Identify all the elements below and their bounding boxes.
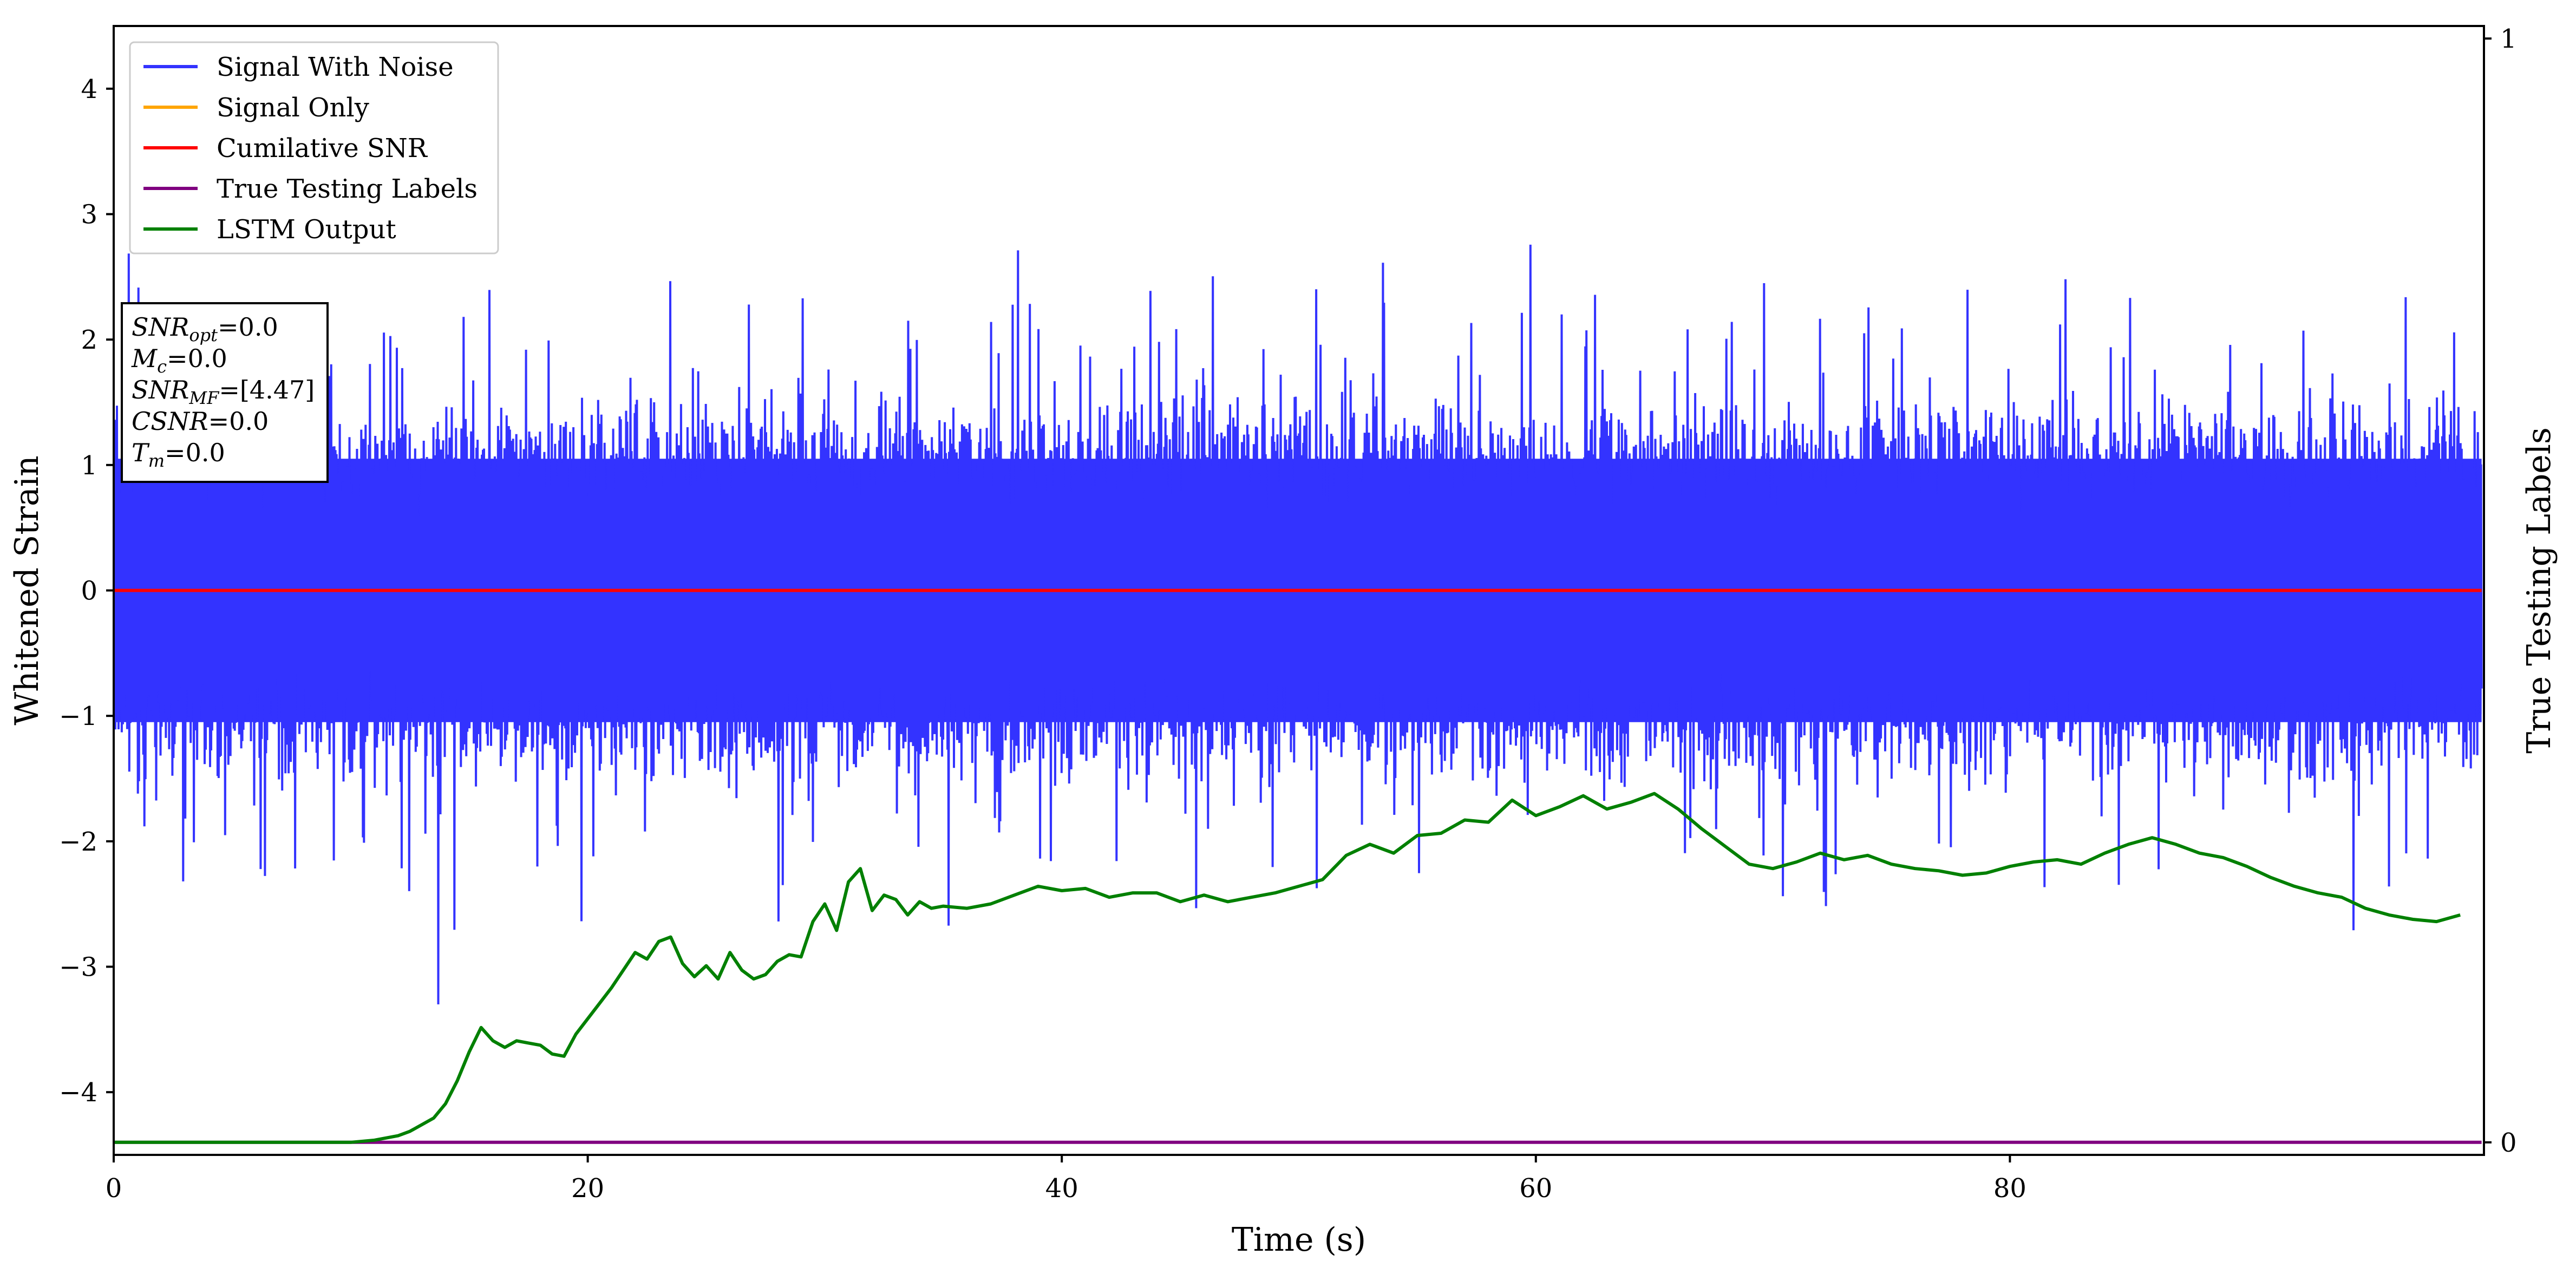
series-line-signal-with-noise [113, 244, 2483, 1005]
x-tick-label: 20 [571, 1173, 604, 1204]
y-tick-label: 3 [81, 200, 97, 230]
x-tick-label: 80 [1993, 1173, 2026, 1204]
legend: Signal With Noise Signal Only Cumilative S… [129, 41, 499, 254]
y-tick-label: 0 [81, 576, 97, 606]
annotation-frame [121, 302, 329, 483]
y-tick-label: −1 [59, 701, 97, 731]
annotation-line: SNRMF=[4.47] [132, 375, 315, 408]
annotation-line: CSNR=0.0 [132, 407, 269, 436]
legend-label: LSTM Output [217, 214, 396, 245]
y-right-tick-label: 0 [2500, 1128, 2517, 1158]
y-axis-label-right: True Testing Labels [2520, 427, 2558, 754]
y-tick-label: −2 [59, 827, 97, 857]
annotation-line: Mc=0.0 [131, 344, 227, 377]
x-tick-label: 60 [1519, 1173, 1552, 1204]
y-right-tick-label: 1 [2500, 24, 2517, 54]
y-tick-label: 2 [81, 325, 97, 355]
x-tick-label: 0 [106, 1173, 122, 1204]
y-tick-label: −3 [59, 952, 97, 983]
series-layer [114, 589, 2482, 1144]
series-line-lstm-output [114, 792, 2461, 1144]
annotation-line: SNRopt=0.0 [132, 312, 278, 345]
legend-label: Signal With Noise [217, 52, 454, 82]
annotation-box: SNRopt=0.0Mc=0.0SNRMF=[4.47]CSNR=0.0Tm=0… [121, 302, 329, 483]
y-tick-label: 4 [81, 74, 97, 104]
y-axis-label: Whitened Strain [8, 455, 46, 725]
legend-label: Cumilative SNR [217, 133, 428, 164]
legend-label: True Testing Labels [217, 174, 478, 204]
x-tick-label: 40 [1045, 1173, 1078, 1204]
legend-label: Signal Only [217, 93, 369, 123]
annotation-line: Tm=0.0 [132, 438, 225, 471]
y-tick-label: 1 [81, 450, 97, 481]
x-axis-label: Time (s) [1232, 1221, 1366, 1259]
y-tick-label: −4 [59, 1077, 97, 1108]
legend-box [129, 41, 499, 254]
